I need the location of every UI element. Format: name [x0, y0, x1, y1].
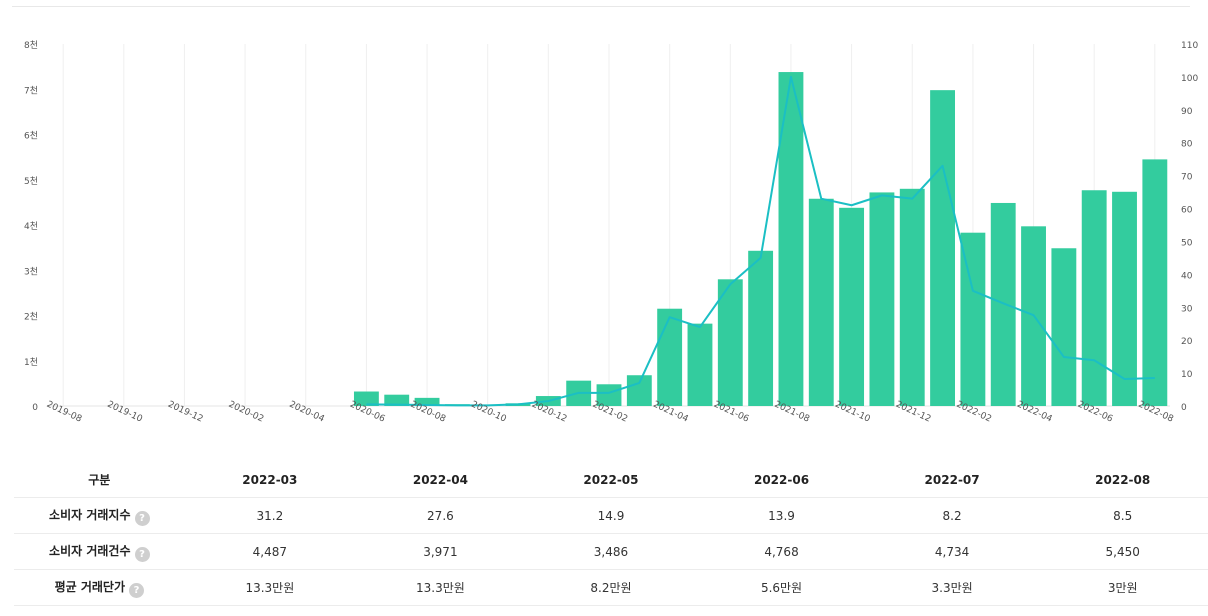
- column-header: 2022-06: [696, 462, 867, 498]
- combo-chart: 0 1천 2천 3천 4천 5천 6천 7천 8천 0 10 20 30 40 50 60 70 80 90 100…: [24, 40, 1198, 425]
- right-tick-label: 110: [1181, 41, 1198, 51]
- left-axis: 0 1천 2천 3천 4천 5천 6천 7천 8천: [24, 40, 38, 413]
- bar: [1081, 190, 1107, 406]
- left-tick-label: 4천: [24, 221, 38, 232]
- row-label-text: 소비자 거래지수: [49, 507, 131, 522]
- bar: [778, 72, 804, 407]
- bar: [899, 188, 925, 406]
- x-tick-label: 2020-10: [469, 400, 508, 425]
- bar: [960, 232, 986, 406]
- left-tick-label: 2천: [24, 312, 38, 323]
- column-header: 2022-08: [1037, 462, 1208, 498]
- left-tick-label: 7천: [24, 85, 38, 96]
- column-header: 2022-03: [184, 462, 356, 498]
- header-label: 구분: [14, 462, 185, 498]
- left-tick-label: 8천: [24, 40, 38, 51]
- bar: [1142, 159, 1168, 406]
- right-tick-label: 100: [1181, 74, 1198, 84]
- bar: [748, 250, 774, 406]
- left-tick-label: 5천: [24, 176, 38, 187]
- row-label-trade-count: 소비자 거래건수?: [14, 533, 185, 570]
- left-tick-label: 1천: [24, 357, 38, 368]
- bar: [930, 90, 956, 406]
- help-icon[interactable]: ?: [128, 582, 144, 598]
- table-cell: 3.3만원: [866, 569, 1038, 606]
- bar: [384, 394, 410, 406]
- table-cell: 3,971: [355, 533, 526, 570]
- series-line: [366, 75, 1155, 407]
- right-tick-label: 40: [1181, 271, 1193, 281]
- right-tick-label: 10: [1181, 370, 1193, 380]
- table-cell: 13.3만원: [355, 569, 526, 606]
- line-series: [366, 75, 1155, 407]
- bar: [414, 397, 440, 406]
- right-tick-label: 50: [1181, 238, 1193, 248]
- x-tick-label: 2020-02: [227, 400, 265, 425]
- table-header-row: 구분 2022-03 2022-04 2022-05 2022-06 2022-…: [14, 462, 1208, 498]
- table-row: 평균 거래단가? 13.3만원 13.3만원 8.2만원 5.6만원 3.3만원…: [14, 569, 1208, 606]
- table-cell: 3,486: [525, 533, 697, 570]
- table-cell: 27.6: [355, 497, 526, 534]
- right-tick-label: 80: [1181, 140, 1193, 150]
- column-header: 2022-05: [525, 462, 697, 498]
- right-tick-label: 30: [1181, 304, 1193, 314]
- table-cell: 8.2: [866, 497, 1038, 534]
- x-tick-label: 2019-08: [45, 400, 84, 425]
- right-tick-label: 70: [1181, 173, 1193, 183]
- right-tick-label: 20: [1181, 337, 1193, 347]
- bar: [657, 308, 683, 406]
- row-label-text: 소비자 거래건수: [49, 543, 131, 558]
- bar-series: [353, 72, 1168, 407]
- row-label-trade-index: 소비자 거래지수?: [14, 497, 185, 534]
- bar: [1051, 248, 1077, 406]
- bar: [687, 323, 713, 406]
- table-cell: 13.3만원: [184, 569, 356, 606]
- column-header: 2022-04: [355, 462, 526, 498]
- bar: [1112, 191, 1137, 406]
- table-row: 소비자 거래건수? 4,487 3,971 3,486 4,768 4,734 …: [14, 533, 1208, 570]
- table-cell: 8.5: [1037, 497, 1208, 534]
- row-label-avg-price: 평균 거래단가?: [14, 569, 185, 606]
- table-cell: 31.2: [184, 497, 356, 534]
- table-cell: 4,734: [866, 533, 1038, 570]
- bar: [626, 375, 652, 406]
- left-tick-label: 6천: [24, 131, 38, 142]
- table-cell: 3만원: [1037, 569, 1208, 606]
- table-cell: 5,450: [1037, 533, 1208, 570]
- x-tick-label: 2019-12: [166, 400, 204, 425]
- left-tick-label: 0: [32, 403, 38, 413]
- top-divider: [12, 6, 1190, 7]
- table-cell: 8.2만원: [525, 569, 697, 606]
- summary-table: 구분 2022-03 2022-04 2022-05 2022-06 2022-…: [14, 462, 1208, 606]
- row-label-text: 평균 거래단가: [54, 579, 125, 594]
- table-cell: 4,768: [696, 533, 867, 570]
- left-tick-label: 3천: [24, 266, 38, 277]
- bar: [990, 202, 1016, 406]
- help-icon[interactable]: ?: [134, 546, 150, 562]
- table-row: 소비자 거래지수? 31.2 27.6 14.9 13.9 8.2 8.5: [14, 497, 1208, 534]
- bar: [869, 192, 895, 406]
- bar: [717, 279, 743, 406]
- x-tick-label: 2019-10: [106, 400, 145, 425]
- help-icon[interactable]: ?: [134, 510, 150, 526]
- bar: [839, 207, 865, 406]
- column-header: 2022-07: [866, 462, 1038, 498]
- x-tick-label: 2020-04: [287, 400, 326, 425]
- right-tick-label: 60: [1181, 206, 1193, 216]
- right-tick-label: 0: [1181, 403, 1187, 413]
- right-axis: 0 10 20 30 40 50 60 70 80 90 100 110: [1181, 41, 1198, 413]
- bar: [353, 391, 379, 406]
- right-tick-label: 90: [1181, 107, 1193, 117]
- table-cell: 13.9: [696, 497, 867, 534]
- bar: [596, 384, 622, 406]
- table-cell: 5.6만원: [696, 569, 867, 606]
- bar: [808, 198, 834, 406]
- table-cell: 4,487: [184, 533, 356, 570]
- table-cell: 14.9: [525, 497, 697, 534]
